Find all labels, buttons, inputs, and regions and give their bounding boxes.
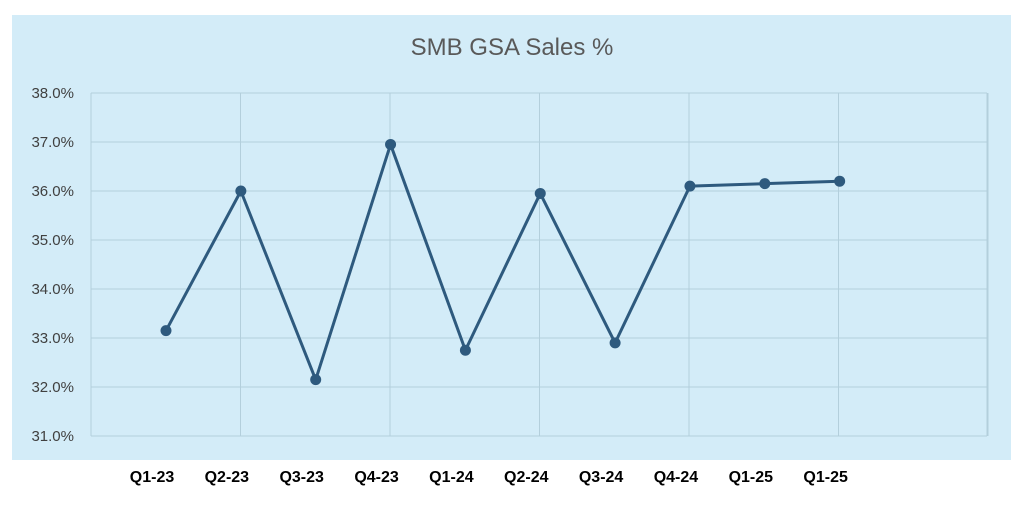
- y-tick-label: 35.0%: [31, 232, 74, 249]
- x-tick-label: Q3-23: [279, 469, 324, 486]
- y-tick-label: 31.0%: [31, 428, 74, 445]
- x-tick-label: Q1-25: [803, 469, 848, 486]
- data-point: [759, 178, 771, 190]
- y-tick-label: 33.0%: [31, 330, 74, 347]
- data-point: [834, 175, 846, 187]
- chart-area: [12, 15, 1011, 460]
- y-tick-label: 38.0%: [31, 85, 74, 102]
- x-tick-label: Q4-23: [354, 469, 399, 486]
- series-line: [164, 142, 840, 382]
- y-tick-label: 32.0%: [31, 379, 74, 396]
- data-point: [684, 180, 696, 192]
- y-tick-label: 34.0%: [31, 281, 74, 298]
- x-tick-label: Q1-24: [429, 469, 474, 486]
- x-tick-label: Q4-24: [654, 469, 699, 486]
- data-point: [235, 185, 247, 197]
- data-point: [310, 374, 322, 386]
- data-point: [385, 138, 397, 150]
- x-tick-label: Q2-24: [504, 469, 549, 486]
- data-point: [459, 344, 471, 356]
- x-tick-label: Q1-23: [130, 469, 175, 486]
- x-tick-label: Q2-23: [205, 469, 250, 486]
- y-tick-label: 36.0%: [31, 183, 74, 200]
- x-tick-label: Q3-24: [579, 469, 624, 486]
- y-tick-label: 37.0%: [31, 134, 74, 151]
- data-point: [609, 337, 621, 349]
- x-tick-label: Q1-25: [729, 469, 774, 486]
- data-point: [160, 325, 172, 337]
- data-point: [534, 187, 546, 199]
- chart-title: SMB GSA Sales %: [410, 34, 614, 61]
